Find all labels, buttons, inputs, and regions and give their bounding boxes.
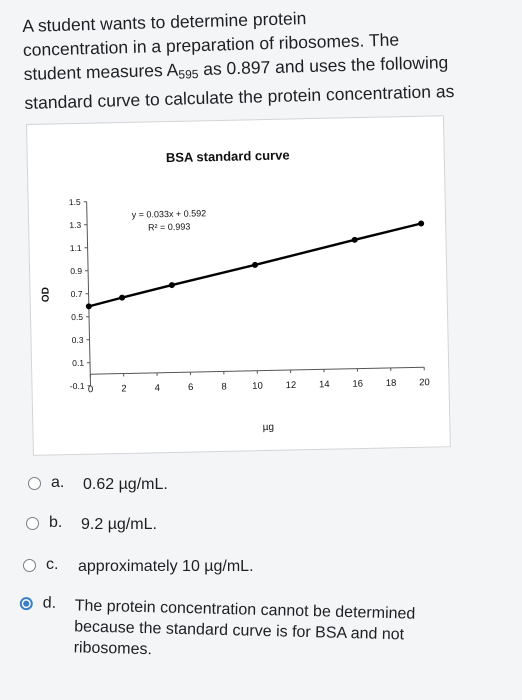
plot-area: -0.1 0.1 0.3 0.5 0.7 0.9 1.1 1.3 1.5 0 2 4 6 8 10 12 14 1… bbox=[69, 197, 430, 395]
x-tick-label: 18 bbox=[386, 378, 397, 389]
y-tick-label: -0.1 bbox=[70, 381, 85, 391]
y-tick-label: 0.9 bbox=[70, 266, 82, 276]
y-tick-label: 0.7 bbox=[71, 289, 83, 299]
data-point bbox=[351, 236, 358, 243]
option-c-text: approximately 10 µg/mL. bbox=[78, 558, 254, 575]
option-d-text-line-3: ribosomes. bbox=[73, 639, 153, 659]
chart-title: BSA standard curve bbox=[166, 147, 290, 165]
x-tick-label: 10 bbox=[252, 381, 263, 392]
y-tick-label: 0.3 bbox=[72, 335, 84, 345]
option-c[interactable]: c. approximately 10 µg/mL. bbox=[23, 556, 254, 577]
question-line-3-pre: student measures A bbox=[23, 59, 179, 84]
option-d-radio[interactable] bbox=[19, 596, 33, 611]
option-a[interactable]: a. 0.62 µg/mL. bbox=[28, 474, 168, 495]
option-c-letter: c. bbox=[46, 556, 59, 573]
question-line-3-post: as 0.897 and uses the following bbox=[198, 52, 449, 80]
y-tick-label: 0.1 bbox=[72, 358, 84, 368]
x-tick-label: 6 bbox=[188, 382, 194, 393]
x-tick-label: 20 bbox=[419, 377, 430, 388]
y-tick-label: 1.1 bbox=[70, 243, 82, 253]
option-a-radio[interactable] bbox=[28, 477, 41, 490]
trendline-equation: y = 0.033x + 0.592 bbox=[132, 208, 207, 220]
data-point bbox=[418, 220, 425, 227]
x-tick-label: 0 bbox=[88, 384, 94, 395]
option-c-radio[interactable] bbox=[23, 559, 36, 572]
option-b[interactable]: b. 9.2 µg/mL. bbox=[26, 514, 157, 535]
y-axis-label: OD bbox=[40, 287, 51, 302]
x-tick-label: 4 bbox=[155, 383, 161, 394]
trendline-r-squared: R² = 0.993 bbox=[148, 222, 190, 233]
y-tick-label: 1.5 bbox=[69, 197, 81, 207]
y-tick-label: 0.5 bbox=[71, 312, 83, 322]
option-d-text: The protein concentration cannot be dete… bbox=[73, 595, 415, 666]
data-point bbox=[168, 282, 175, 289]
option-b-radio[interactable] bbox=[26, 517, 39, 530]
option-b-text: 9.2 µg/mL. bbox=[81, 516, 157, 533]
x-axis-label: µg bbox=[263, 422, 275, 433]
data-point bbox=[252, 261, 259, 268]
x-tick-label: 16 bbox=[352, 379, 363, 390]
chart-svg: BSA standard curve y = 0.033x + 0.592 R²… bbox=[40, 147, 430, 433]
wavelength-subscript: 595 bbox=[178, 67, 199, 82]
data-point bbox=[85, 303, 92, 310]
x-tick-label: 2 bbox=[121, 383, 127, 394]
series-line bbox=[88, 222, 422, 308]
option-d-letter: d. bbox=[42, 594, 57, 612]
standard-curve-chart: BSA standard curve y = 0.033x + 0.592 R²… bbox=[26, 115, 451, 456]
x-tick-label: 8 bbox=[221, 381, 227, 392]
question-text: A student wants to determine protein con… bbox=[22, 1, 495, 115]
option-d[interactable]: d. The protein concentration cannot be d… bbox=[18, 594, 416, 667]
x-tick-label: 12 bbox=[286, 380, 297, 391]
data-point bbox=[119, 294, 126, 301]
y-tick-label: 1.3 bbox=[69, 220, 81, 230]
option-a-text: 0.62 µg/mL. bbox=[83, 476, 168, 493]
option-b-letter: b. bbox=[49, 514, 63, 531]
x-tick-label: 14 bbox=[319, 379, 330, 390]
option-a-letter: a. bbox=[51, 474, 65, 491]
